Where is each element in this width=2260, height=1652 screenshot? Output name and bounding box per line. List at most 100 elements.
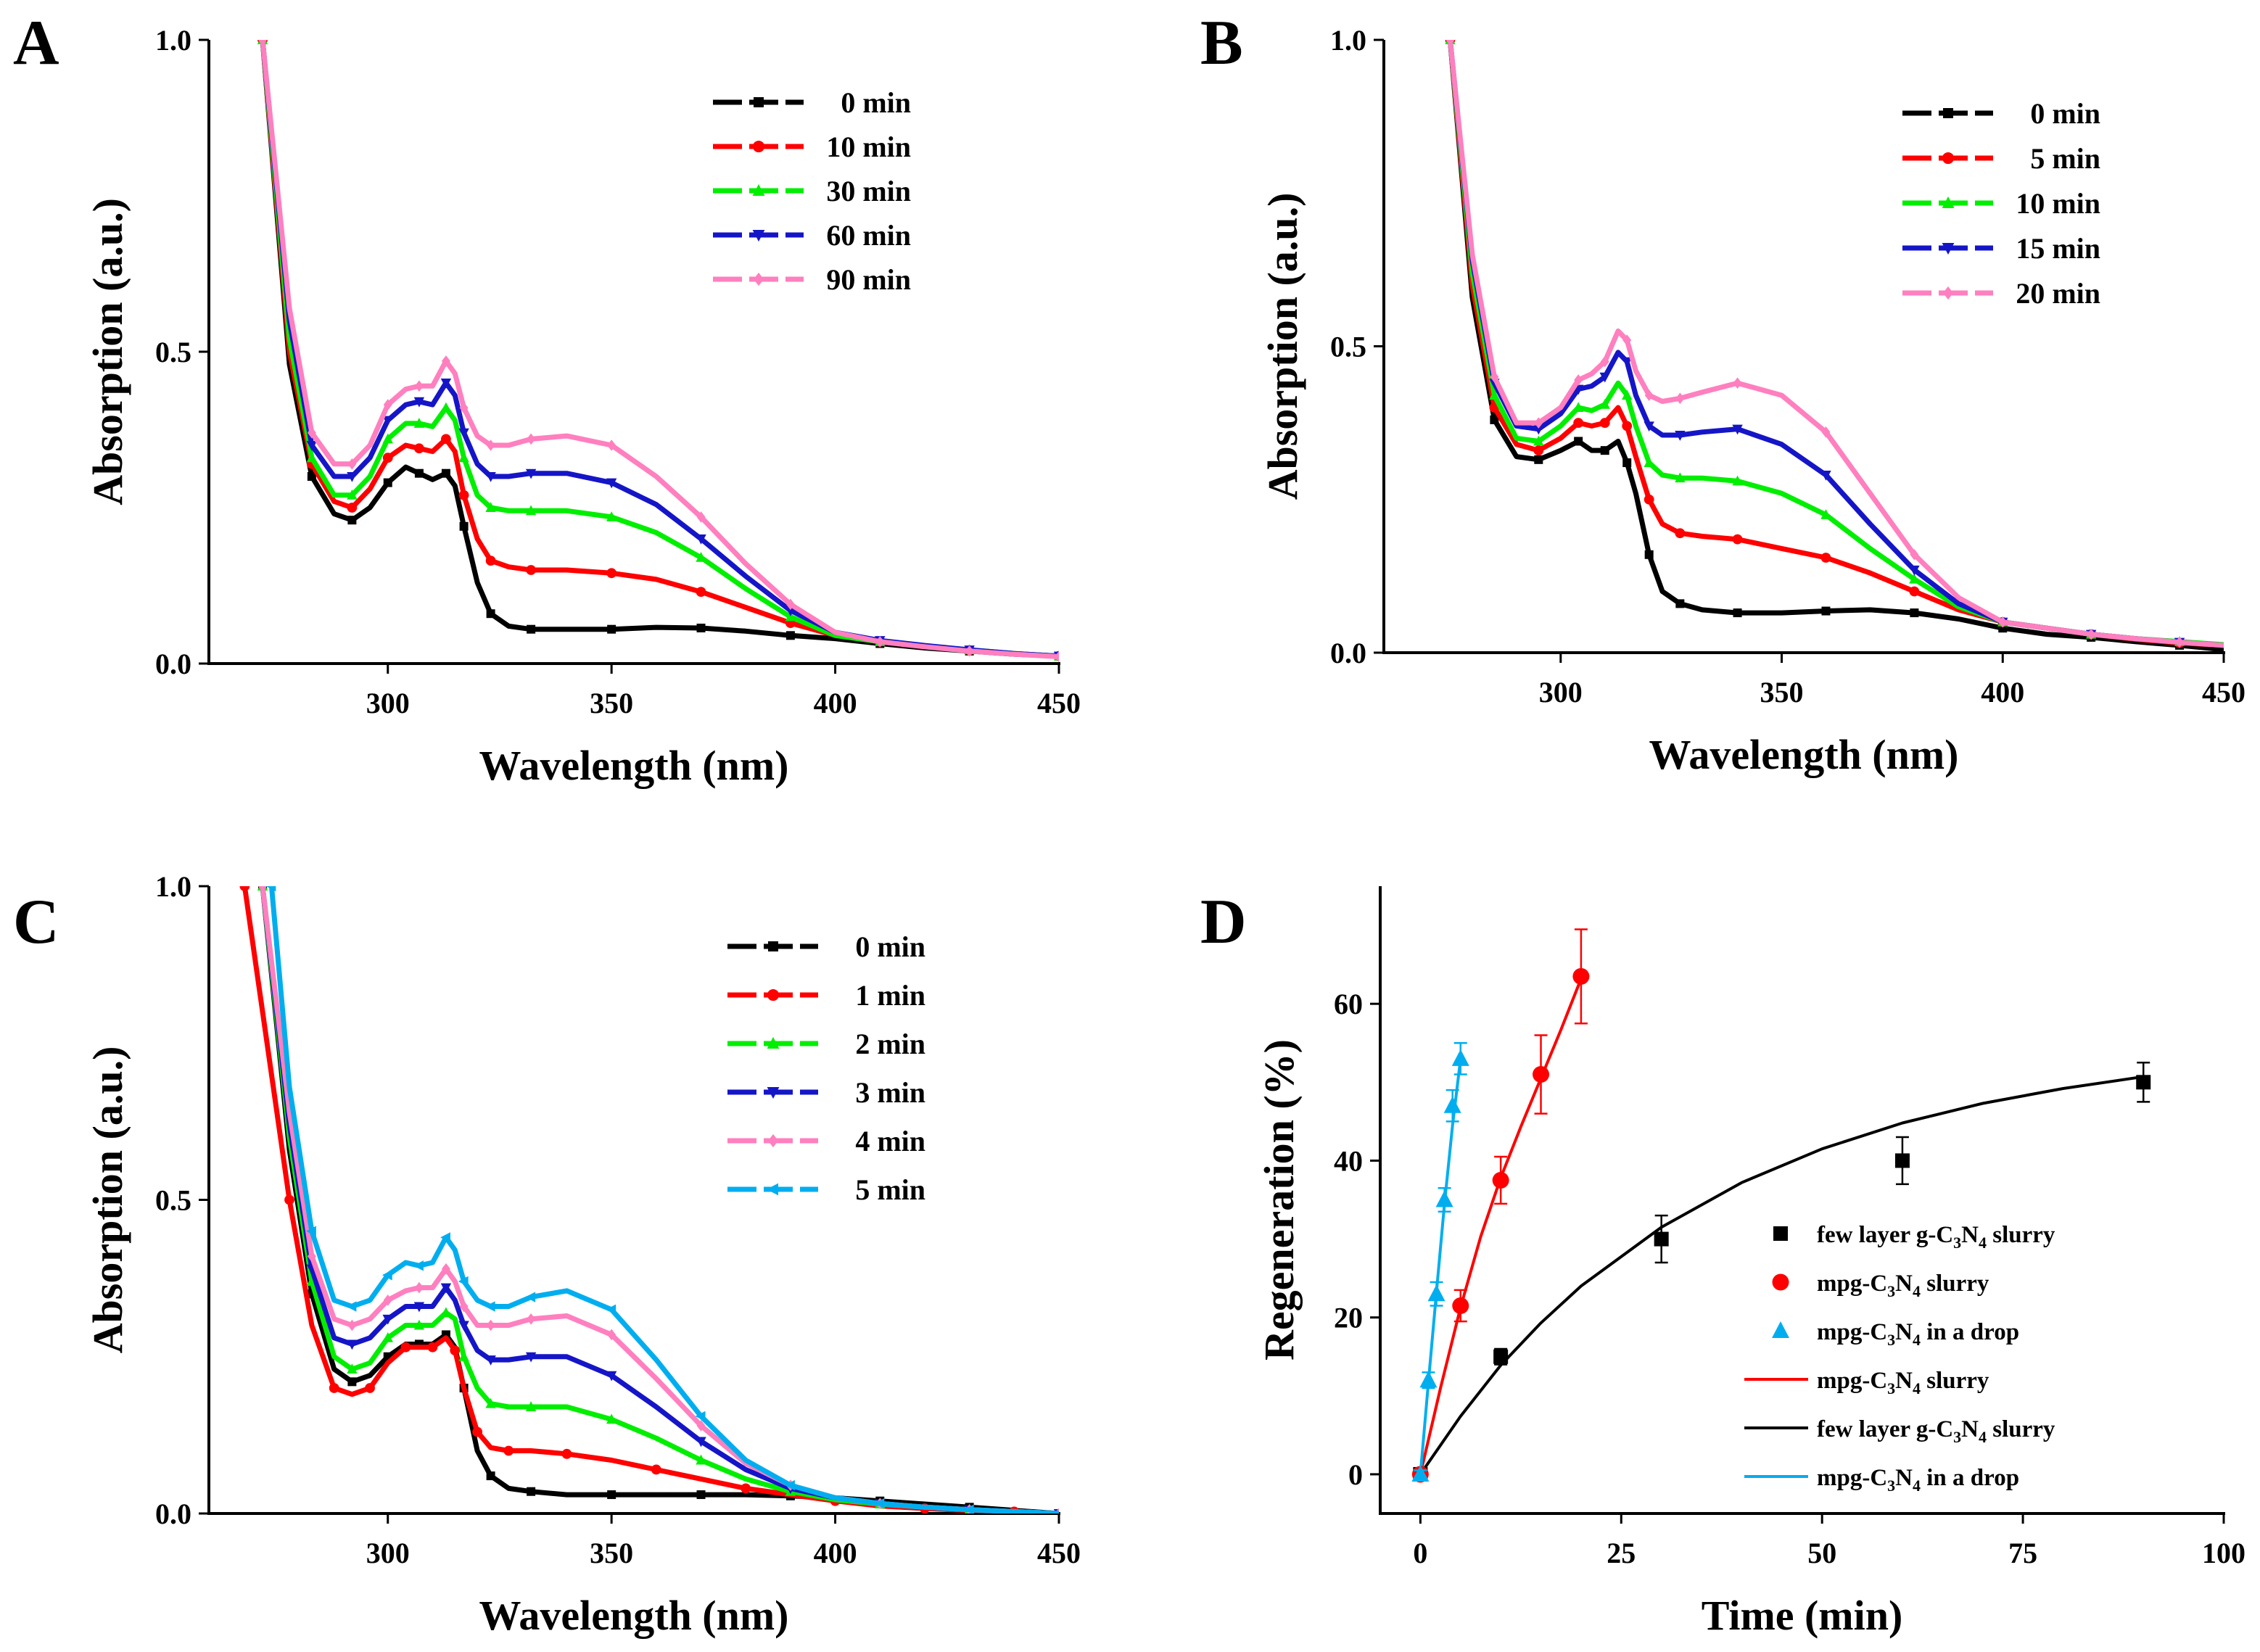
data-point <box>527 1487 536 1496</box>
data-point <box>1490 415 1499 424</box>
legend-label-part: N <box>1895 1368 1913 1394</box>
x-axis-title: Time (min) <box>1702 1592 1903 1639</box>
legend-label-part: slurry <box>1987 1222 2055 1248</box>
data-point <box>1732 475 1743 486</box>
data-point <box>696 1420 706 1432</box>
legend-label-part: slurry <box>1921 1271 1989 1297</box>
data-point <box>696 1490 706 1500</box>
fit-line-3 <box>1419 978 1583 1475</box>
legend-label: 0 min <box>2030 97 2100 130</box>
data-point <box>1732 534 1743 545</box>
legend-label: 60 min <box>826 219 911 252</box>
data-point <box>472 1426 483 1437</box>
data-point <box>1534 417 1543 429</box>
legend-marker <box>754 272 764 286</box>
data-point <box>1599 398 1610 409</box>
legend-marker <box>1942 243 1955 255</box>
legend-label: 5 min <box>855 1173 925 1206</box>
legend-label-part: N <box>1895 1465 1913 1491</box>
legend-label-part: 4 <box>1913 1379 1921 1397</box>
data-point <box>607 624 616 634</box>
data-point <box>1675 472 1686 483</box>
series-line-3 <box>260 886 1059 1513</box>
data-point <box>458 1350 469 1361</box>
data-point <box>606 568 617 579</box>
data-point <box>1644 550 1654 559</box>
data-point <box>1820 553 1831 563</box>
data-point <box>1622 458 1632 468</box>
legend-label-part: 4 <box>1913 1331 1921 1349</box>
legend-label: few layer g-C3N4 slurry <box>1817 1222 2055 1252</box>
data-point <box>382 1314 393 1325</box>
legend-label: 0 min <box>855 930 925 963</box>
data-point <box>1622 334 1632 346</box>
legend-label-part: 4 <box>1913 1282 1921 1300</box>
legend-label: 1 min <box>855 979 925 1012</box>
legend-label-part: 4 <box>1979 1428 1987 1446</box>
data-point <box>347 1377 357 1387</box>
data-point <box>485 1397 496 1408</box>
y-tick-label: 0.5 <box>155 336 191 368</box>
data-point <box>346 1301 357 1312</box>
data-point <box>458 490 469 500</box>
legend: few layer g-C3N4 slurry mpg-C3N4 slurry mp… <box>1744 1222 2055 1495</box>
legend-label-part: 4 <box>1979 1234 1987 1252</box>
series-line-3 <box>1447 40 2224 648</box>
y-tick-label: 0 <box>1348 1458 1363 1491</box>
data-point <box>441 355 450 367</box>
data-point <box>485 472 496 482</box>
data-point <box>527 433 536 445</box>
data-point <box>1490 371 1499 383</box>
series-line-1 <box>260 40 1059 659</box>
plot-area <box>1411 928 2151 1483</box>
data-point <box>965 645 974 657</box>
data-point <box>440 1283 452 1294</box>
legend-marker <box>752 140 765 153</box>
data-point <box>458 428 469 439</box>
data-point <box>1572 967 1590 985</box>
data-point <box>383 1294 392 1306</box>
data-point <box>2087 628 2096 640</box>
x-tick-label: 300 <box>366 1537 410 1569</box>
legend-marker <box>768 941 778 951</box>
data-point <box>1675 528 1686 539</box>
panel-c: C 300 350 400 450 0.0 0.5 1.0 Wavelength (nm) Ab… <box>13 870 1081 1639</box>
data-point <box>1675 392 1685 405</box>
data-point <box>347 516 357 525</box>
data-point <box>1599 372 1610 383</box>
legend-marker <box>754 97 764 107</box>
legend-label-part: 4 <box>1913 1477 1921 1495</box>
legend-label-part: 3 <box>1887 1282 1895 1300</box>
data-point <box>1427 1284 1446 1302</box>
x-axis-title: Wavelength (nm) <box>1649 731 1959 778</box>
legend-label-part: 3 <box>1887 1477 1895 1495</box>
data-point <box>503 1445 514 1456</box>
data-point <box>1443 1096 1461 1113</box>
fit-line-4 <box>1419 1075 2144 1476</box>
legend-marker <box>752 230 765 242</box>
data-point <box>414 380 424 392</box>
data-point <box>382 1332 393 1342</box>
data-point <box>606 1413 617 1424</box>
data-point <box>1644 389 1654 401</box>
data-point <box>413 1302 425 1313</box>
series-line-2 <box>260 40 1059 659</box>
data-point <box>459 1300 469 1313</box>
legend-label-part: in a drop <box>1921 1465 2019 1491</box>
legend-label-part: N <box>1961 1416 1979 1442</box>
legend-label: mpg-C3N4 in a drop <box>1817 1319 2019 1349</box>
data-point <box>1055 651 1059 663</box>
data-point <box>485 556 496 566</box>
legend-label: mpg-C3N4 slurry <box>1817 1271 1989 1300</box>
plot-area <box>239 886 1059 1513</box>
data-point <box>486 1319 495 1331</box>
legend-marker <box>1942 196 1955 208</box>
data-point <box>1574 437 1583 446</box>
data-point <box>347 472 358 482</box>
data-point <box>382 1270 392 1281</box>
legend-label: mpg-C3N4 slurry <box>1817 1368 1989 1397</box>
series-line-0 <box>260 886 1059 1513</box>
data-point <box>1492 1171 1509 1189</box>
data-point <box>307 427 316 439</box>
